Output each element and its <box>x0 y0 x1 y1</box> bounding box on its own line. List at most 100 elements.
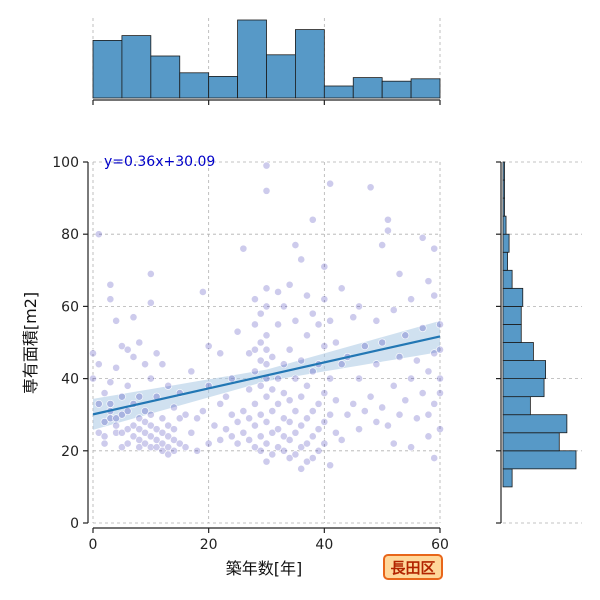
right-hist-bar <box>502 450 577 470</box>
scatter-point <box>262 161 271 170</box>
scatter-point <box>141 407 149 415</box>
scatter-point <box>135 338 144 347</box>
scatter-point <box>407 295 415 304</box>
top-hist-bar <box>208 76 238 99</box>
scatter-point <box>274 443 282 452</box>
scatter-point <box>152 425 161 434</box>
scatter-point <box>181 443 190 452</box>
scatter-point <box>326 179 335 188</box>
x-marginal-histogram <box>92 18 441 105</box>
scatter-point <box>395 270 404 278</box>
scatter-point <box>412 356 421 365</box>
main-axes: 0 20 40 60 0 20 40 60 80 100 <box>52 155 449 553</box>
top-hist-bar <box>410 78 441 99</box>
right-hist-bar <box>502 360 546 379</box>
scatter-point <box>262 439 271 448</box>
scatter-point <box>297 443 306 452</box>
right-hist-bar <box>502 287 524 307</box>
scatter-point <box>204 439 213 448</box>
right-hist-bar <box>502 179 505 199</box>
scatter-point <box>141 428 149 437</box>
scatter-point <box>193 414 201 423</box>
scatter-point <box>118 410 126 419</box>
scatter-point <box>94 360 103 369</box>
scatter-point <box>112 421 121 430</box>
scatter-point <box>251 295 259 304</box>
scatter-point <box>216 436 225 444</box>
scatter-points-layer <box>89 161 444 473</box>
scatter-point <box>170 436 178 444</box>
right-hist-bar <box>502 324 522 343</box>
right-hist-bar <box>502 251 508 271</box>
scatter-point <box>303 381 311 390</box>
scatter-point <box>279 414 288 423</box>
scatter-point <box>118 392 126 401</box>
scatter-point <box>424 367 433 376</box>
scatter-point <box>262 345 271 354</box>
scatter-point <box>285 396 294 405</box>
scatter-point <box>239 244 248 253</box>
scatter-point <box>279 302 288 311</box>
scatter-point <box>424 432 433 441</box>
scatter-point <box>262 186 271 195</box>
scatter-point <box>210 421 219 430</box>
y-tick-label: 100 <box>52 155 79 171</box>
right-hist-bar <box>502 342 534 361</box>
scatter-point <box>123 345 132 354</box>
scatter-point <box>326 410 335 419</box>
scatter-point <box>308 309 317 318</box>
scatter-point <box>106 399 115 408</box>
scatter-point <box>337 284 346 293</box>
scatter-point <box>118 443 126 452</box>
scatter-point <box>222 392 230 401</box>
scatter-point <box>146 298 155 307</box>
scatter-point <box>262 418 271 426</box>
scatter-point <box>233 418 242 426</box>
right-hist-bar <box>502 233 510 253</box>
scatter-point <box>256 381 265 390</box>
scatter-point <box>274 374 282 383</box>
scatter-point <box>251 320 259 329</box>
scatter-point <box>412 414 421 423</box>
scatter-point <box>308 215 317 224</box>
scatter-point <box>326 374 335 383</box>
top-hist-bar <box>295 29 325 99</box>
scatter-point <box>227 410 236 419</box>
scatter-point <box>100 439 109 448</box>
scatter-point <box>146 443 155 452</box>
scatter-point <box>291 316 300 325</box>
scatter-point <box>424 410 433 419</box>
scatter-point <box>297 255 306 264</box>
scatter-point <box>239 428 248 437</box>
scatter-point <box>268 353 277 361</box>
scatter-point <box>94 399 103 408</box>
scatter-point <box>158 414 167 423</box>
scatter-point <box>430 291 439 300</box>
scatter-point <box>251 345 259 354</box>
scatter-point <box>245 349 254 358</box>
scatter-point <box>372 316 381 325</box>
scatter-point <box>268 450 277 459</box>
scatter-point <box>320 295 329 304</box>
scatter-point <box>279 446 288 455</box>
scatter-point <box>129 353 138 361</box>
scatter-point <box>164 381 173 390</box>
scatter-point <box>407 374 415 383</box>
scatter-point <box>146 374 155 383</box>
scatter-point <box>372 418 381 426</box>
scatter-point <box>303 291 311 300</box>
scatter-point <box>285 436 294 444</box>
scatter-point <box>256 432 265 441</box>
top-hist-bar <box>92 40 123 99</box>
scatter-point <box>141 360 149 369</box>
scatter-point <box>170 403 178 412</box>
scatter-point <box>395 353 404 361</box>
scatter-point <box>158 360 167 369</box>
scatter-point <box>164 421 173 430</box>
scatter-point <box>233 439 242 448</box>
scatter-point <box>89 349 97 358</box>
top-hist-bar <box>266 54 296 99</box>
scatter-point <box>297 464 306 473</box>
top-hist-bar <box>237 19 267 99</box>
scatter-point <box>262 284 271 293</box>
